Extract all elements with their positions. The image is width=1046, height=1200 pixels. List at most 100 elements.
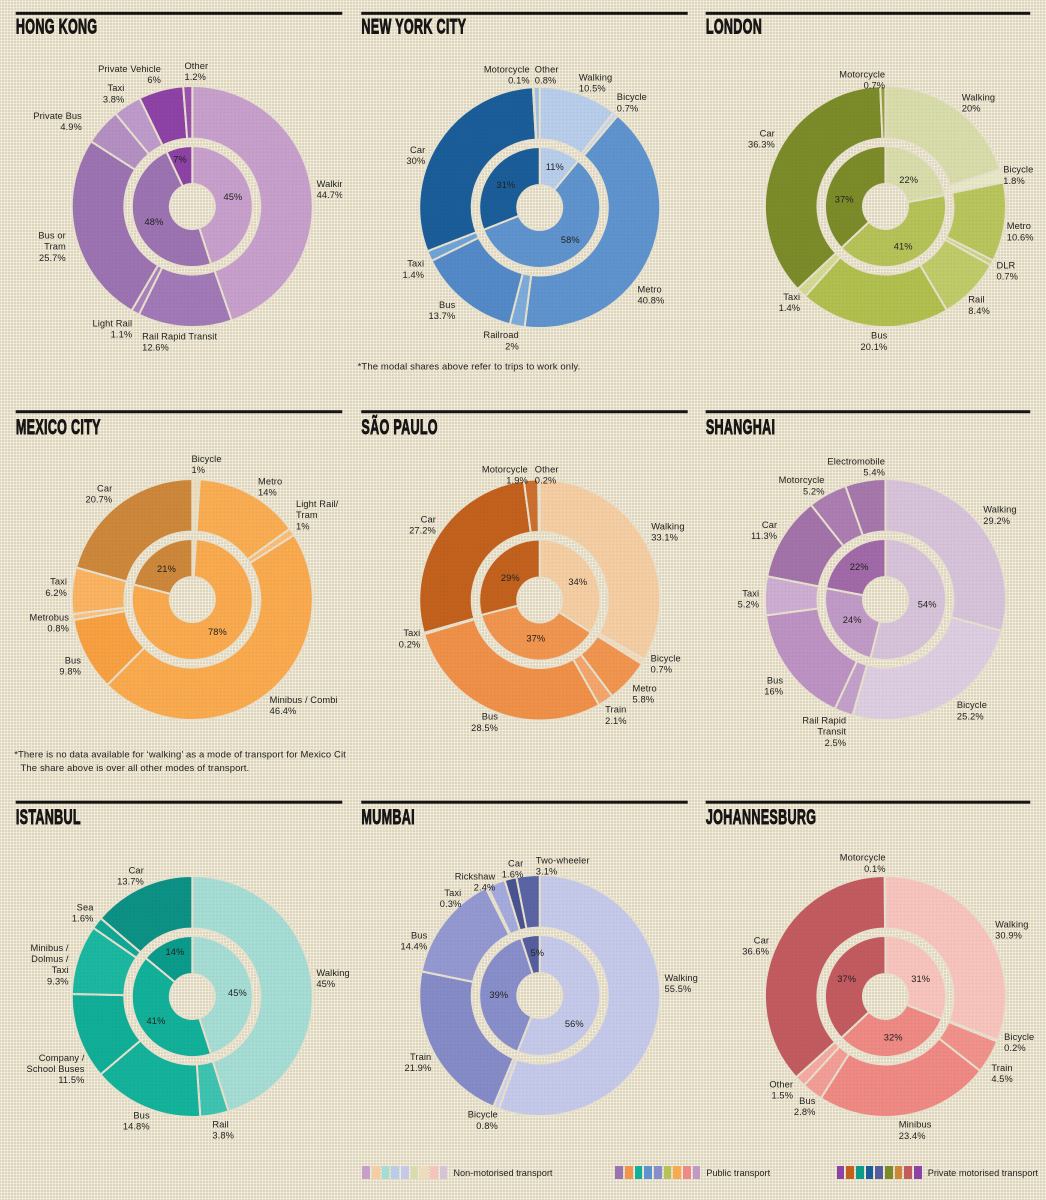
svg-text:24%: 24% — [843, 615, 862, 625]
svg-text:MEXICO CITY: MEXICO CITY — [16, 414, 101, 438]
svg-text:0.1%: 0.1% — [508, 76, 530, 86]
svg-text:0.1%: 0.1% — [864, 864, 886, 874]
svg-text:41%: 41% — [147, 1016, 166, 1026]
svg-text:28.5%: 28.5% — [471, 723, 498, 733]
svg-text:2%: 2% — [505, 341, 519, 351]
svg-text:Rail: Rail — [969, 295, 985, 305]
svg-text:0.7%: 0.7% — [650, 665, 672, 675]
svg-text:16%: 16% — [765, 686, 784, 696]
svg-text:Bus: Bus — [871, 331, 888, 341]
svg-text:Car: Car — [754, 935, 769, 945]
svg-text:21.9%: 21.9% — [404, 1063, 431, 1073]
svg-text:Metro: Metro — [1007, 221, 1031, 231]
svg-text:30%: 30% — [406, 156, 425, 166]
svg-text:5.8%: 5.8% — [632, 694, 654, 704]
svg-text:Bus: Bus — [481, 712, 498, 722]
svg-text:14.8%: 14.8% — [123, 1121, 150, 1131]
svg-text:JOHANNESBURG: JOHANNESBURG — [706, 805, 816, 829]
svg-text:Tram: Tram — [296, 510, 318, 520]
svg-text:54%: 54% — [918, 599, 937, 609]
svg-text:1.9%: 1.9% — [506, 476, 528, 486]
svg-text:School Buses: School Buses — [27, 1064, 85, 1074]
svg-text:Railroad: Railroad — [483, 330, 518, 340]
svg-text:14%: 14% — [258, 488, 277, 498]
svg-text:Walking: Walking — [317, 179, 350, 189]
svg-text:Taxi: Taxi — [407, 259, 424, 269]
svg-text:11.5%: 11.5% — [58, 1075, 84, 1085]
svg-text:20.7%: 20.7% — [85, 495, 112, 505]
svg-text:Electromobile: Electromobile — [828, 456, 886, 466]
svg-text:Bicycle: Bicycle — [957, 700, 987, 710]
svg-text:0.2%: 0.2% — [1004, 1043, 1026, 1053]
svg-text:41%: 41% — [894, 242, 913, 252]
svg-text:Bicycle: Bicycle — [1004, 165, 1034, 175]
svg-text:0.8%: 0.8% — [476, 1121, 498, 1131]
svg-text:11.3%: 11.3% — [751, 531, 777, 541]
svg-text:SÃO PAULO: SÃO PAULO — [361, 413, 437, 439]
svg-text:Light Rail/: Light Rail/ — [296, 499, 339, 509]
svg-text:48%: 48% — [145, 217, 164, 227]
svg-text:Minibus / Combi: Minibus / Combi — [270, 695, 338, 705]
svg-text:4.9%: 4.9% — [60, 122, 82, 132]
svg-text:25.2%: 25.2% — [957, 711, 984, 721]
svg-text:Rail Rapid: Rail Rapid — [803, 715, 847, 725]
svg-text:Minibus: Minibus — [899, 1120, 932, 1130]
svg-text:6.2%: 6.2% — [45, 588, 67, 598]
svg-text:37%: 37% — [835, 195, 854, 205]
svg-text:21%: 21% — [157, 564, 176, 574]
svg-text:46.4%: 46.4% — [270, 706, 297, 716]
svg-text:NEW YORK CITY: NEW YORK CITY — [361, 14, 466, 38]
svg-text:LONDON: LONDON — [706, 14, 762, 38]
svg-text:9.3%: 9.3% — [47, 976, 69, 986]
svg-text:Walking: Walking — [995, 919, 1028, 929]
svg-text:55.5%: 55.5% — [664, 984, 691, 994]
svg-text:Taxi: Taxi — [403, 628, 420, 638]
svg-text:Car: Car — [760, 128, 775, 138]
svg-text:5.4%: 5.4% — [864, 468, 886, 478]
svg-text:Taxi: Taxi — [107, 83, 124, 93]
svg-text:Light Rail: Light Rail — [92, 319, 132, 329]
svg-text:HONG KONG: HONG KONG — [16, 14, 98, 38]
svg-text:Company /: Company / — [39, 1053, 85, 1063]
svg-text:11%: 11% — [545, 162, 563, 172]
svg-text:30.9%: 30.9% — [995, 931, 1022, 941]
svg-text:40.8%: 40.8% — [637, 296, 664, 306]
svg-text:12.6%: 12.6% — [142, 343, 169, 353]
svg-text:1.6%: 1.6% — [72, 913, 94, 923]
svg-text:Private Vehicle: Private Vehicle — [98, 64, 161, 74]
svg-text:33.1%: 33.1% — [651, 533, 678, 543]
svg-text:45%: 45% — [224, 192, 243, 202]
svg-text:0.7%: 0.7% — [616, 103, 638, 113]
svg-text:Other: Other — [534, 465, 558, 475]
svg-text:1.4%: 1.4% — [402, 270, 424, 280]
svg-text:Private Bus: Private Bus — [33, 111, 82, 121]
svg-text:2.4%: 2.4% — [473, 883, 495, 893]
svg-text:Car: Car — [762, 520, 777, 530]
svg-text:Train: Train — [410, 1052, 431, 1062]
svg-text:10.6%: 10.6% — [1007, 232, 1034, 242]
svg-text:29%: 29% — [501, 573, 520, 583]
svg-text:Minibus /: Minibus / — [31, 943, 69, 953]
svg-text:Bicycle: Bicycle — [1004, 1032, 1034, 1042]
svg-text:Car: Car — [508, 858, 523, 868]
svg-text:Car: Car — [420, 514, 435, 524]
svg-text:14%: 14% — [166, 947, 185, 957]
svg-text:Dolmus /: Dolmus / — [31, 954, 69, 964]
svg-text:Other: Other — [770, 1079, 794, 1089]
svg-text:37%: 37% — [838, 974, 857, 984]
svg-text:1.8%: 1.8% — [1004, 176, 1026, 186]
svg-text:Bus: Bus — [65, 655, 82, 665]
svg-text:Bicycle: Bicycle — [467, 1110, 497, 1120]
svg-text:31%: 31% — [496, 180, 515, 190]
svg-text:29.2%: 29.2% — [984, 516, 1011, 526]
svg-text:Walking: Walking — [984, 505, 1017, 515]
svg-text:1%: 1% — [296, 521, 310, 531]
svg-text:*The modal shares above refer: *The modal shares above refer to trips t… — [357, 361, 580, 372]
svg-text:9.8%: 9.8% — [59, 667, 81, 677]
svg-text:20.1%: 20.1% — [861, 342, 888, 352]
svg-text:22%: 22% — [900, 175, 919, 185]
svg-text:0.2%: 0.2% — [398, 639, 420, 649]
svg-text:39%: 39% — [489, 990, 508, 1000]
svg-text:Motorcycle: Motorcycle — [482, 465, 528, 475]
svg-text:Tram: Tram — [44, 242, 66, 252]
